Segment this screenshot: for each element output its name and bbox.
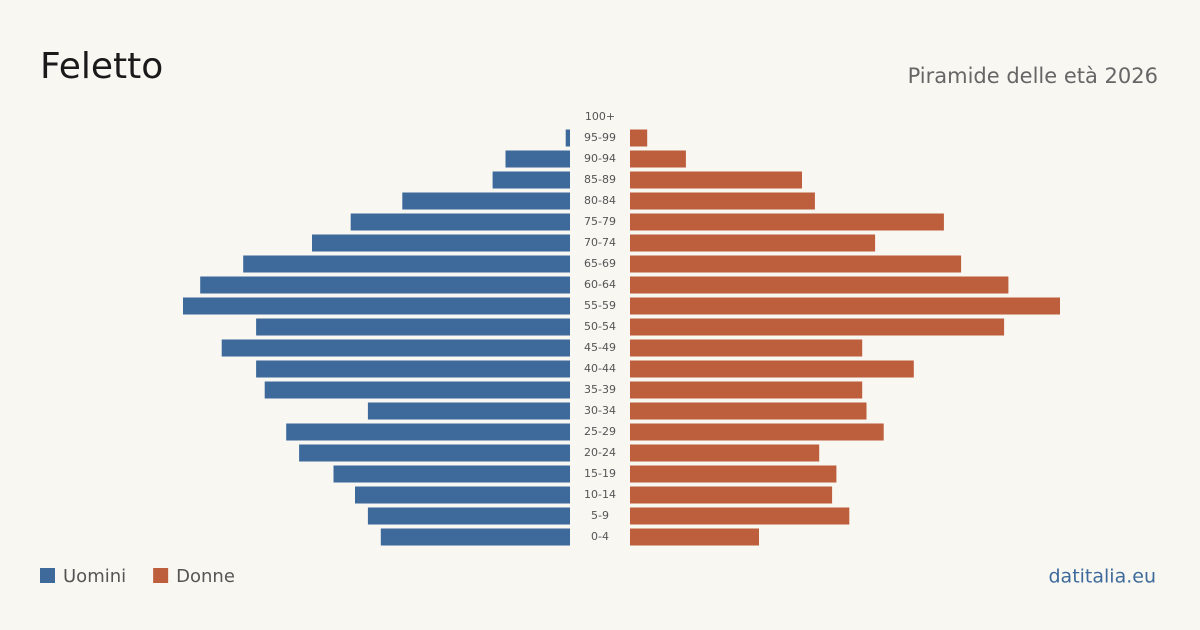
bar (630, 129, 648, 147)
bar (630, 423, 884, 441)
age-label: 100+ (585, 110, 615, 123)
age-label: 85-89 (584, 173, 616, 186)
age-label: 0-4 (591, 530, 609, 543)
legend-swatch (153, 568, 169, 583)
bar (630, 465, 837, 483)
bar (630, 276, 1009, 294)
age-label: 40-44 (584, 362, 616, 375)
bar (630, 528, 759, 546)
age-label: 5-9 (591, 509, 609, 522)
chart-subtitle: Piramide delle età 2026 (908, 64, 1158, 88)
age-label: 80-84 (584, 194, 616, 207)
age-label: 20-24 (584, 446, 616, 459)
bar (333, 465, 570, 483)
age-label: 30-34 (584, 404, 616, 417)
bar (630, 150, 686, 168)
bar (355, 486, 570, 504)
age-label: 50-54 (584, 320, 616, 333)
bar (565, 129, 570, 147)
bar (380, 528, 570, 546)
bar (505, 150, 570, 168)
bar (286, 423, 570, 441)
age-label: 25-29 (584, 425, 616, 438)
bar (402, 192, 570, 210)
bar (630, 192, 815, 210)
bar (367, 507, 570, 525)
bar (630, 318, 1005, 336)
age-label: 15-19 (584, 467, 616, 480)
age-label: 35-39 (584, 383, 616, 396)
source: datitalia.eu (1049, 566, 1157, 588)
bar (630, 234, 876, 252)
legend-label: Donne (176, 566, 235, 587)
bar (630, 486, 833, 504)
age-label: 55-59 (584, 299, 616, 312)
bar (630, 360, 914, 378)
age-label: 10-14 (584, 488, 616, 501)
age-label: 65-69 (584, 257, 616, 270)
age-label: 90-94 (584, 152, 616, 165)
age-label: 70-74 (584, 236, 616, 249)
bar (183, 297, 570, 315)
bar (630, 507, 850, 525)
bar (256, 318, 570, 336)
bar (221, 339, 570, 357)
bar (630, 297, 1060, 315)
age-label: 75-79 (584, 215, 616, 228)
bar (200, 276, 570, 294)
age-label: 60-64 (584, 278, 616, 291)
bar (630, 339, 863, 357)
legend-swatch (40, 568, 55, 583)
legend-label: Uomini (63, 566, 126, 587)
bar (630, 171, 802, 189)
bar (630, 255, 962, 273)
bar (312, 234, 570, 252)
age-label: 45-49 (584, 341, 616, 354)
bar (243, 255, 570, 273)
bar (299, 444, 570, 462)
bar (630, 444, 820, 462)
bar (367, 402, 570, 420)
bar (492, 171, 570, 189)
bar (630, 402, 867, 420)
age-label: 95-99 (584, 131, 616, 144)
bar (256, 360, 570, 378)
chart-title: Feletto (40, 46, 163, 87)
bar (630, 381, 863, 399)
bar (264, 381, 570, 399)
bar (350, 213, 570, 231)
bar (630, 213, 944, 231)
